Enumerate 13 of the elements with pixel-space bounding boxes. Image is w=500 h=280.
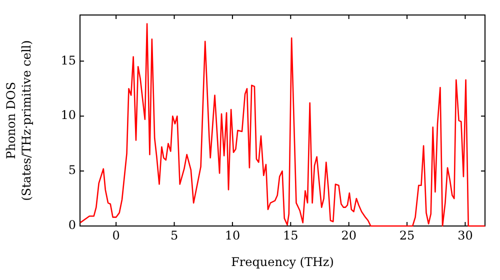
y-tick-label: 15: [60, 53, 76, 68]
y-axis-title: Phonon DOS (States/THz·primitive cell): [4, 40, 34, 201]
y-tick-label: 10: [60, 108, 76, 122]
x-tick-label: 10: [224, 228, 240, 242]
y-tick-label: 5: [68, 163, 76, 178]
y-tick-label: 0: [68, 218, 76, 232]
x-axis-title: Frequency (THz): [231, 254, 334, 269]
x-tick-label: 15: [283, 228, 298, 242]
x-tick-label: 0: [112, 228, 120, 242]
x-tick-label: 25: [399, 228, 415, 242]
x-tick-label: 5: [170, 228, 178, 242]
x-tick-label: 20: [341, 228, 356, 242]
x-tick-label: 30: [458, 228, 473, 242]
